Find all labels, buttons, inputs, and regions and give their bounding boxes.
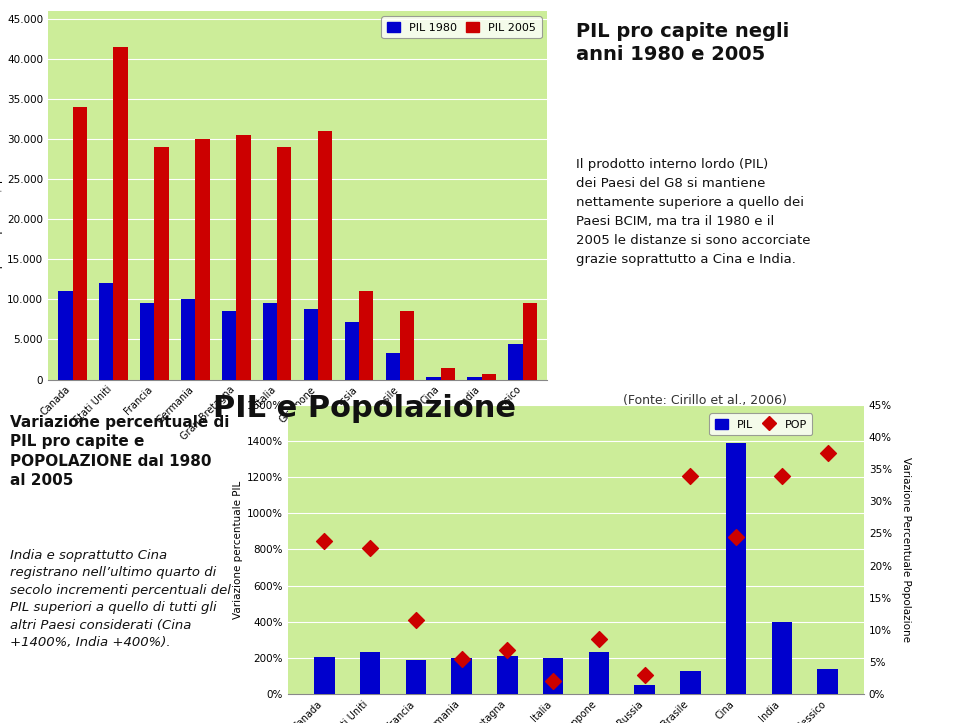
Y-axis label: Variazione Percentuale Popolazione: Variazione Percentuale Popolazione [901, 457, 911, 642]
Bar [542, 658, 564, 694]
Point [591, 633, 607, 645]
Bar [468, 377, 482, 380]
Bar [314, 657, 335, 694]
Point [363, 542, 378, 553]
Bar [386, 353, 400, 380]
Point [729, 531, 744, 542]
Legend: PIL, POP: PIL, POP [709, 414, 812, 435]
Bar [635, 685, 655, 694]
Bar [155, 147, 169, 380]
Legend: PIL 1980, PIL 2005: PIL 1980, PIL 2005 [381, 17, 541, 38]
Bar [680, 671, 701, 694]
Point [636, 669, 652, 680]
Bar [140, 304, 155, 380]
Text: Variazione percentuale di
PIL pro capite e
POPOLAZIONE dal 1980
al 2005: Variazione percentuale di PIL pro capite… [10, 415, 229, 488]
Point [774, 470, 789, 482]
Bar [497, 656, 517, 694]
Text: PIL e Popolazione: PIL e Popolazione [213, 394, 516, 423]
Point [545, 675, 561, 687]
Bar [451, 658, 472, 694]
Bar [406, 659, 426, 694]
Bar [345, 322, 359, 380]
Bar [277, 147, 292, 380]
Text: PIL pro capite negli
anni 1980 e 2005: PIL pro capite negli anni 1980 e 2005 [576, 22, 790, 64]
Bar [588, 651, 610, 694]
Point [683, 470, 698, 482]
Text: (Fonte: Cirillo et al., 2006): (Fonte: Cirillo et al., 2006) [623, 394, 787, 407]
Bar [303, 309, 318, 380]
Bar [113, 47, 128, 380]
Bar [195, 139, 209, 380]
Bar [59, 291, 73, 380]
Bar [222, 312, 236, 380]
Bar [181, 299, 195, 380]
Bar [522, 304, 537, 380]
Bar [426, 377, 441, 380]
Point [454, 653, 469, 664]
Bar [509, 343, 522, 380]
Y-axis label: Variazione percentuale PIL: Variazione percentuale PIL [233, 480, 243, 619]
Point [500, 645, 516, 656]
Bar [726, 442, 746, 694]
Bar [400, 312, 414, 380]
Text: Il prodotto interno lordo (PIL)
dei Paesi del G8 si mantiene
nettamente superior: Il prodotto interno lordo (PIL) dei Paes… [576, 158, 811, 266]
Bar [359, 291, 373, 380]
Bar [236, 135, 251, 380]
Point [408, 615, 423, 626]
Y-axis label: PIL pro capite US$ prezzi costanti: PIL pro capite US$ prezzi costanti [0, 102, 3, 288]
Bar [318, 131, 332, 380]
Bar [263, 304, 277, 380]
Point [820, 448, 835, 459]
Bar [817, 669, 838, 694]
Text: India e soprattutto Cina
registrano nell’ultimo quarto di
secolo incrementi perc: India e soprattutto Cina registrano nell… [10, 549, 230, 649]
Bar [772, 622, 792, 694]
Point [317, 535, 332, 547]
Bar [482, 374, 496, 380]
Bar [360, 651, 380, 694]
Bar [73, 107, 86, 380]
Bar [99, 283, 113, 380]
Bar [441, 367, 455, 380]
